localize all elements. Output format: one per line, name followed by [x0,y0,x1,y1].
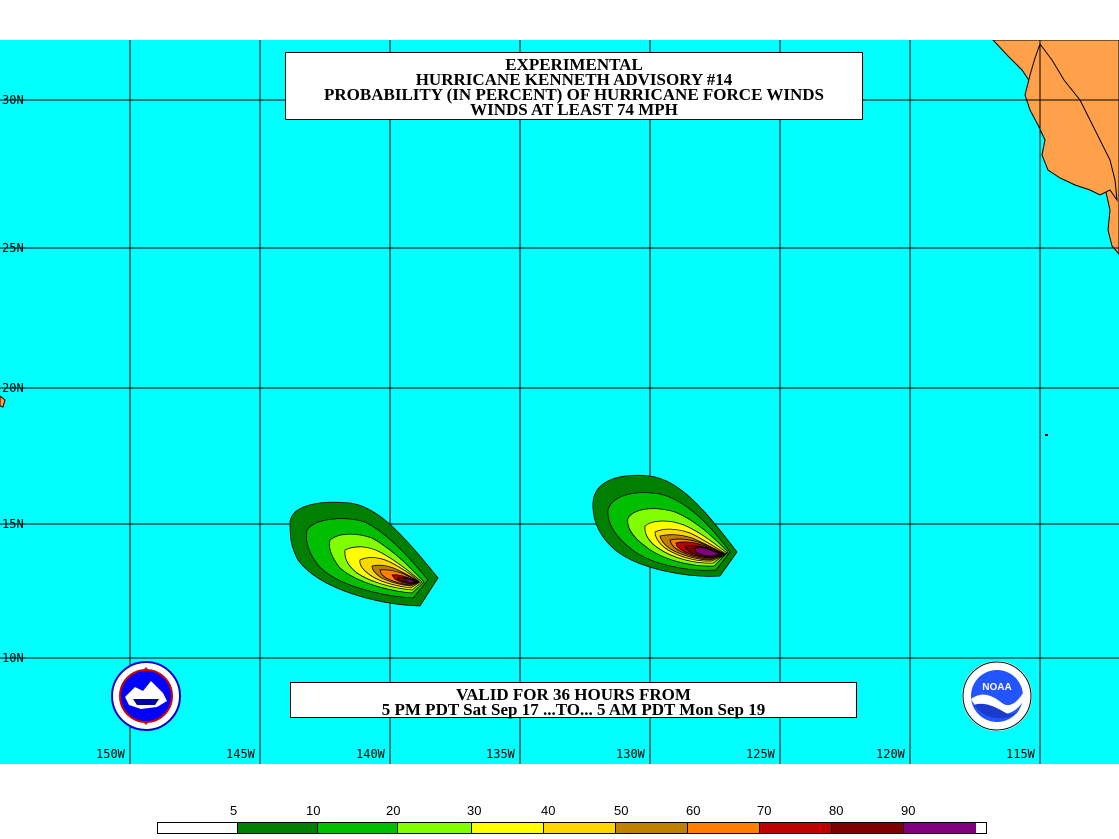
lon-label-145w: 145W [226,747,255,761]
map-svg [0,39,1119,764]
legend-swatch-2 [318,823,398,833]
lat-label-20n: 20N [2,381,24,395]
land-baja [1024,42,1118,202]
title-line-1: EXPERIMENTAL [505,55,643,74]
legend-label-60: 60 [686,803,701,818]
legend-label-5: 5 [230,803,238,818]
legend-swatch-5 [544,823,616,833]
legend-label-70: 70 [757,803,772,818]
lon-label-115w: 115W [1006,747,1035,761]
map-area [0,39,1119,764]
lon-label-130w: 130W [616,747,645,761]
legend-swatch-4 [472,823,544,833]
lat-label-10n: 10N [2,651,24,665]
nws-logo [111,661,181,731]
noaa-logo-text: NOAA [982,682,1011,693]
legend-swatch-8 [760,823,832,833]
legend-label-50: 50 [614,803,629,818]
legend-swatch-9 [832,823,904,833]
lon-label-125w: 125W [746,747,775,761]
title-line-2: HURRICANE KENNETH ADVISORY #14 [415,70,733,89]
nws-emblem-icon [111,661,181,731]
graticule [0,40,1119,764]
legend-swatch-7 [688,823,760,833]
legend-label-10: 10 [306,803,321,818]
lon-label-120w: 120W [876,747,905,761]
lon-label-140w: 140W [356,747,385,761]
title-box: EXPERIMENTAL HURRICANE KENNETH ADVISORY … [285,52,863,120]
island-clarion [1045,434,1048,436]
legend-swatch-10 [904,823,976,833]
legend-label-30: 30 [467,803,482,818]
legend-label-80: 80 [829,803,844,818]
legend-color-bar [157,822,987,834]
legend-label-20: 20 [386,803,401,818]
legend-swatch-1 [238,823,318,833]
valid-line-2: 5 PM PDT Sat Sep 17 ...TO... 5 AM PDT Mo… [381,700,766,719]
noaa-logo: NOAA [962,661,1032,731]
lat-label-15n: 15N [2,517,24,531]
legend-label-40: 40 [541,803,556,818]
lat-label-30n: 30N [2,93,24,107]
valid-time-box: VALID FOR 36 HOURS FROM 5 PM PDT Sat Sep… [290,682,857,718]
lon-label-135w: 135W [486,747,515,761]
probability-area-west [289,501,439,607]
legend-swatch-0 [158,823,238,833]
title-line-4: WINDS AT LEAST 74 MPH [470,100,678,119]
legend-labels: 5 10 20 30 40 50 60 70 80 90 [0,803,1119,819]
probability-area-east [592,474,738,577]
lat-label-25n: 25N [2,241,24,255]
lon-label-150w: 150W [96,747,125,761]
title-line-3: PROBABILITY (IN PERCENT) OF HURRICANE FO… [324,85,824,104]
valid-line-1: VALID FOR 36 HOURS FROM [456,685,691,704]
noaa-emblem-icon: NOAA [962,661,1032,731]
land-hawaii [0,395,6,408]
legend-swatch-3 [398,823,472,833]
legend-label-90: 90 [901,803,916,818]
legend-swatch-6 [616,823,688,833]
